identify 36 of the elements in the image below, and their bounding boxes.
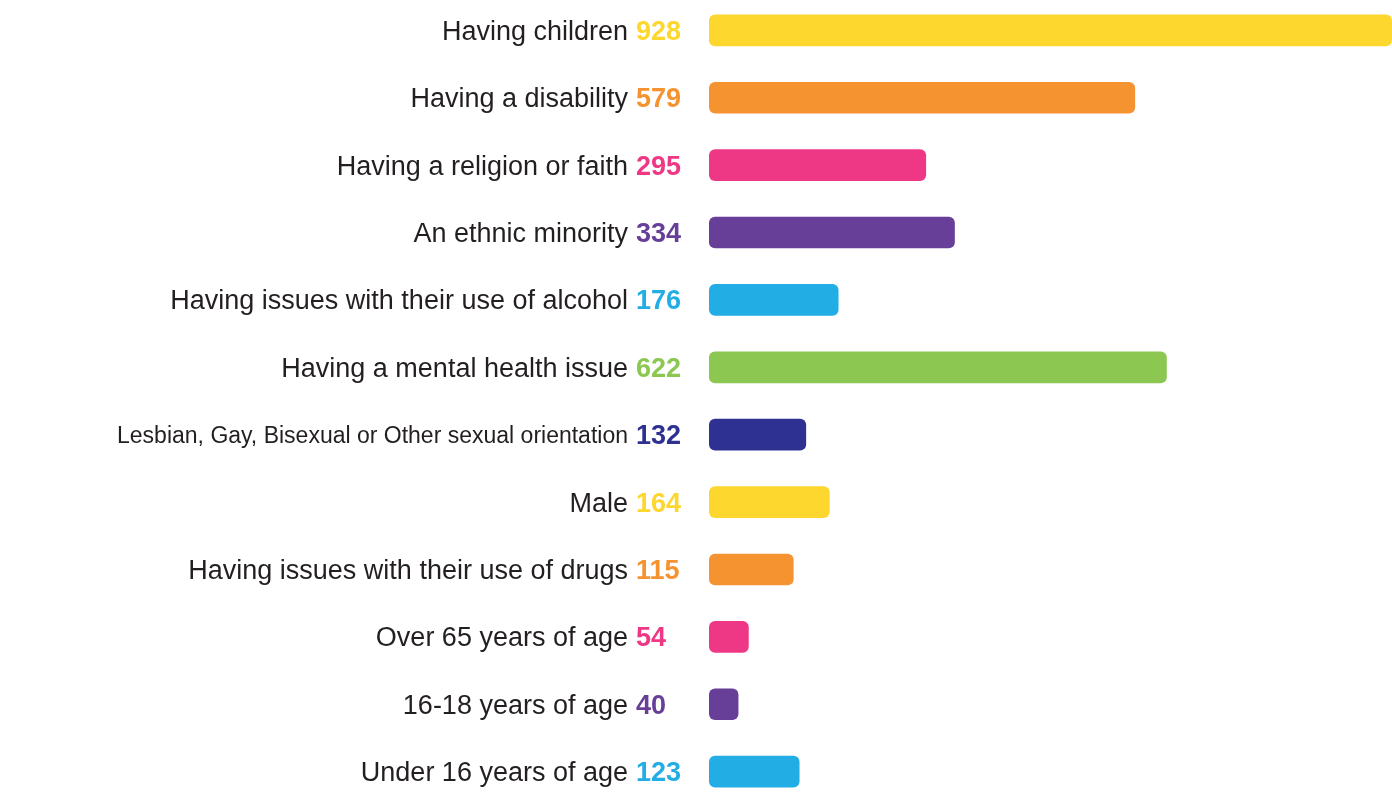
y-tick-label: An ethnic minority xyxy=(413,217,629,248)
data-label: 123 xyxy=(636,757,682,788)
data-label: 132 xyxy=(636,420,682,451)
data-label: 40 xyxy=(636,689,667,720)
bar xyxy=(709,418,807,451)
bar xyxy=(709,486,830,518)
y-tick-label: Having children xyxy=(441,15,628,46)
bar xyxy=(709,621,749,653)
bar xyxy=(709,81,1136,114)
data-label: 928 xyxy=(636,15,682,46)
bar xyxy=(709,216,955,249)
y-tick-label: Having a religion or faith xyxy=(336,150,628,181)
y-tick-label: Lesbian, Gay, Bisexual or Other sexual orientation xyxy=(117,421,628,448)
bar xyxy=(709,553,794,586)
bar xyxy=(709,688,739,721)
y-tick-label: Having issues with their use of drugs xyxy=(188,554,628,585)
data-label: 334 xyxy=(636,217,682,248)
data-label: 579 xyxy=(636,83,682,114)
data-label: 54 xyxy=(636,622,667,653)
y-tick-label: 16-18 years of age xyxy=(402,689,628,720)
bar xyxy=(709,755,800,788)
y-tick-label: Male xyxy=(569,487,628,518)
bar xyxy=(709,14,1392,47)
y-tick-label: Over 65 years of age xyxy=(375,622,628,653)
bar xyxy=(709,351,1167,384)
y-tick-label: Under 16 years of age xyxy=(360,757,628,788)
bar xyxy=(709,149,927,181)
y-tick-label: Having a disability xyxy=(410,83,629,114)
data-label: 164 xyxy=(636,487,682,518)
data-label: 622 xyxy=(636,352,682,383)
data-label: 115 xyxy=(636,554,680,585)
y-tick-label: Having a mental health issue xyxy=(281,352,628,383)
data-label: 295 xyxy=(636,150,682,181)
y-tick-label: Having issues with their use of alcohol xyxy=(170,285,628,316)
data-label: 176 xyxy=(636,285,682,316)
bar xyxy=(709,284,839,316)
